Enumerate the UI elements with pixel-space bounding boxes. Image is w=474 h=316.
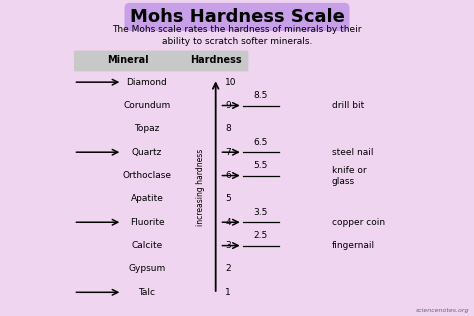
Text: 2: 2 bbox=[225, 264, 231, 273]
Text: 10: 10 bbox=[225, 78, 237, 87]
Text: 5.5: 5.5 bbox=[254, 161, 268, 170]
Text: 8.5: 8.5 bbox=[254, 91, 268, 100]
Text: sciencenotes.org: sciencenotes.org bbox=[416, 308, 469, 313]
Text: drill bit: drill bit bbox=[332, 101, 364, 110]
Text: Hardness: Hardness bbox=[190, 55, 241, 65]
Text: 3: 3 bbox=[225, 241, 231, 250]
Text: 6: 6 bbox=[225, 171, 231, 180]
Text: Corundum: Corundum bbox=[123, 101, 171, 110]
FancyBboxPatch shape bbox=[74, 51, 248, 71]
Text: knife or
glass: knife or glass bbox=[332, 166, 366, 185]
Text: 3.5: 3.5 bbox=[254, 208, 268, 217]
Text: Quartz: Quartz bbox=[132, 148, 162, 157]
Text: Mohs Hardness Scale: Mohs Hardness Scale bbox=[129, 8, 345, 26]
Text: Diamond: Diamond bbox=[127, 78, 167, 87]
Text: Calcite: Calcite bbox=[131, 241, 163, 250]
Text: Topaz: Topaz bbox=[134, 125, 160, 133]
Text: Apatite: Apatite bbox=[130, 194, 164, 204]
Text: 8: 8 bbox=[225, 125, 231, 133]
Text: The Mohs scale rates the hardness of minerals by their
ability to scratch softer: The Mohs scale rates the hardness of min… bbox=[112, 25, 362, 46]
Text: 4: 4 bbox=[225, 218, 231, 227]
Text: increasing hardness: increasing hardness bbox=[196, 149, 205, 226]
Text: 5: 5 bbox=[225, 194, 231, 204]
Text: Gypsum: Gypsum bbox=[128, 264, 165, 273]
Text: Mineral: Mineral bbox=[107, 55, 149, 65]
Text: 9: 9 bbox=[225, 101, 231, 110]
Text: 1: 1 bbox=[225, 288, 231, 297]
Text: 6.5: 6.5 bbox=[254, 138, 268, 147]
Text: 7: 7 bbox=[225, 148, 231, 157]
Text: Orthoclase: Orthoclase bbox=[122, 171, 172, 180]
Text: 2.5: 2.5 bbox=[254, 231, 268, 240]
Text: fingernail: fingernail bbox=[332, 241, 375, 250]
Text: Talc: Talc bbox=[138, 288, 155, 297]
Text: copper coin: copper coin bbox=[332, 218, 385, 227]
Text: steel nail: steel nail bbox=[332, 148, 374, 157]
Text: Fluorite: Fluorite bbox=[129, 218, 164, 227]
